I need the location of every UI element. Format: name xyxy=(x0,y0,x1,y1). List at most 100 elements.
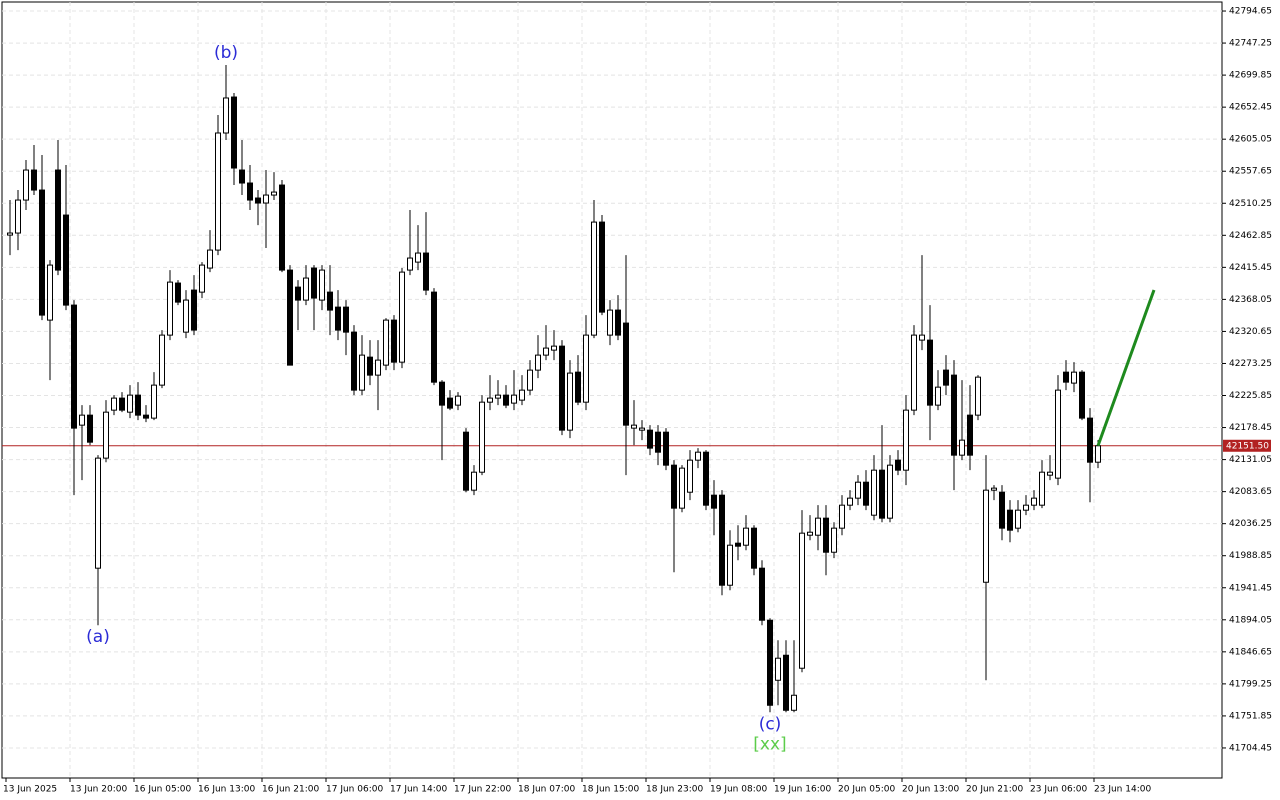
candle-body xyxy=(383,319,389,366)
wave-label: (a) xyxy=(86,627,110,647)
candle-body xyxy=(887,464,893,519)
candle-body xyxy=(23,169,29,201)
y-tick-label: 42415.45 xyxy=(1229,263,1272,273)
candle-body xyxy=(151,384,157,419)
candle-body xyxy=(1087,417,1093,463)
candle-body xyxy=(983,489,989,583)
y-tick-label: 41846.65 xyxy=(1229,647,1272,657)
x-tick-label: 23 Jun 06:00 xyxy=(1030,785,1087,795)
wave-label: (c) xyxy=(759,714,782,734)
candle-body xyxy=(775,657,781,681)
candle-body xyxy=(807,531,813,536)
y-tick-label: 42794.65 xyxy=(1229,7,1272,17)
candle-body xyxy=(1047,471,1053,476)
candle-body xyxy=(679,467,685,509)
candle-body xyxy=(1071,371,1077,384)
candle-body xyxy=(15,199,21,234)
candle-body xyxy=(319,269,325,301)
candle-body xyxy=(759,567,765,621)
x-tick-label: 19 Jun 16:00 xyxy=(774,785,831,795)
candle-body xyxy=(375,359,381,376)
y-tick-label: 42273.25 xyxy=(1229,359,1272,369)
y-tick-label: 42747.25 xyxy=(1229,39,1272,49)
projection-line xyxy=(1096,289,1156,447)
candle-body xyxy=(7,232,13,236)
candle-body xyxy=(359,354,365,391)
y-tick-label: 42557.65 xyxy=(1229,167,1272,177)
y-tick-label: 42178.45 xyxy=(1229,423,1272,433)
candle-body xyxy=(367,356,373,376)
candle-body xyxy=(975,376,981,416)
y-tick-label: 41941.45 xyxy=(1229,583,1272,593)
y-tick-label: 42699.85 xyxy=(1229,71,1272,81)
candle-body xyxy=(119,397,125,411)
candle-body xyxy=(615,309,621,336)
y-tick-label: 42320.65 xyxy=(1229,327,1272,337)
candle-body xyxy=(791,694,797,711)
x-tick-label: 13 Jun 2025 xyxy=(3,785,57,795)
y-tick-label: 42083.65 xyxy=(1229,487,1272,497)
candle-body xyxy=(111,397,117,411)
candle-body xyxy=(719,494,725,586)
candle-body xyxy=(815,517,821,536)
candle-body xyxy=(455,395,461,406)
wave-label: [xx] xyxy=(753,734,786,754)
x-tick-label: 16 Jun 05:00 xyxy=(134,785,191,795)
candle-body xyxy=(839,504,845,529)
candle-body xyxy=(567,372,573,431)
candle-body xyxy=(479,401,485,473)
candle-body xyxy=(591,221,597,336)
candle-body xyxy=(79,414,85,426)
candle-body xyxy=(999,491,1005,529)
y-tick-label: 41988.85 xyxy=(1229,551,1272,561)
candle-body xyxy=(271,191,277,196)
candle-body xyxy=(631,424,637,429)
candle-body xyxy=(871,469,877,516)
y-tick-label: 42225.85 xyxy=(1229,391,1272,401)
candle-body xyxy=(71,304,77,429)
candle-body xyxy=(1015,509,1021,529)
y-tick-label: 42036.25 xyxy=(1229,519,1272,529)
candle-body xyxy=(183,299,189,333)
candle-body xyxy=(895,459,901,471)
price-tag-label: 42151.50 xyxy=(1226,441,1269,451)
candle-body xyxy=(199,264,205,293)
x-tick-label: 19 Jun 08:00 xyxy=(710,785,767,795)
candle-body xyxy=(847,497,853,506)
candle-body xyxy=(575,371,581,403)
candle-body xyxy=(823,517,829,553)
candle-body xyxy=(551,345,557,351)
x-tick-label: 23 Jun 14:00 xyxy=(1094,785,1151,795)
candle-body xyxy=(687,459,693,493)
candle-body xyxy=(1007,509,1013,531)
candle-body xyxy=(471,471,477,491)
candle-body xyxy=(863,481,869,506)
candle-body xyxy=(287,269,293,366)
candle-body xyxy=(343,306,349,333)
y-tick-label: 41799.25 xyxy=(1229,679,1272,689)
x-tick-label: 20 Jun 21:00 xyxy=(966,785,1023,795)
candle-body xyxy=(743,527,749,546)
x-tick-label: 13 Jun 20:00 xyxy=(70,785,127,795)
candle-body xyxy=(223,97,229,134)
candle-body xyxy=(951,374,957,456)
candle-body xyxy=(751,527,757,569)
candle-body xyxy=(959,439,965,456)
candle-body xyxy=(1063,371,1069,383)
y-tick-label: 42368.05 xyxy=(1229,295,1272,305)
candle-body xyxy=(727,544,733,586)
candle-body xyxy=(927,339,933,406)
candle-body xyxy=(87,414,93,443)
candle-body xyxy=(607,309,613,336)
candle-body xyxy=(967,414,973,456)
candle-body xyxy=(463,431,469,491)
y-tick-label: 42131.05 xyxy=(1229,455,1272,465)
candle-body xyxy=(255,197,261,204)
candle-body xyxy=(599,221,605,313)
x-tick-label: 16 Jun 13:00 xyxy=(198,785,255,795)
candle-body xyxy=(735,542,741,547)
candle-body xyxy=(703,451,709,506)
candle-body xyxy=(431,291,437,383)
candle-body xyxy=(495,394,501,399)
